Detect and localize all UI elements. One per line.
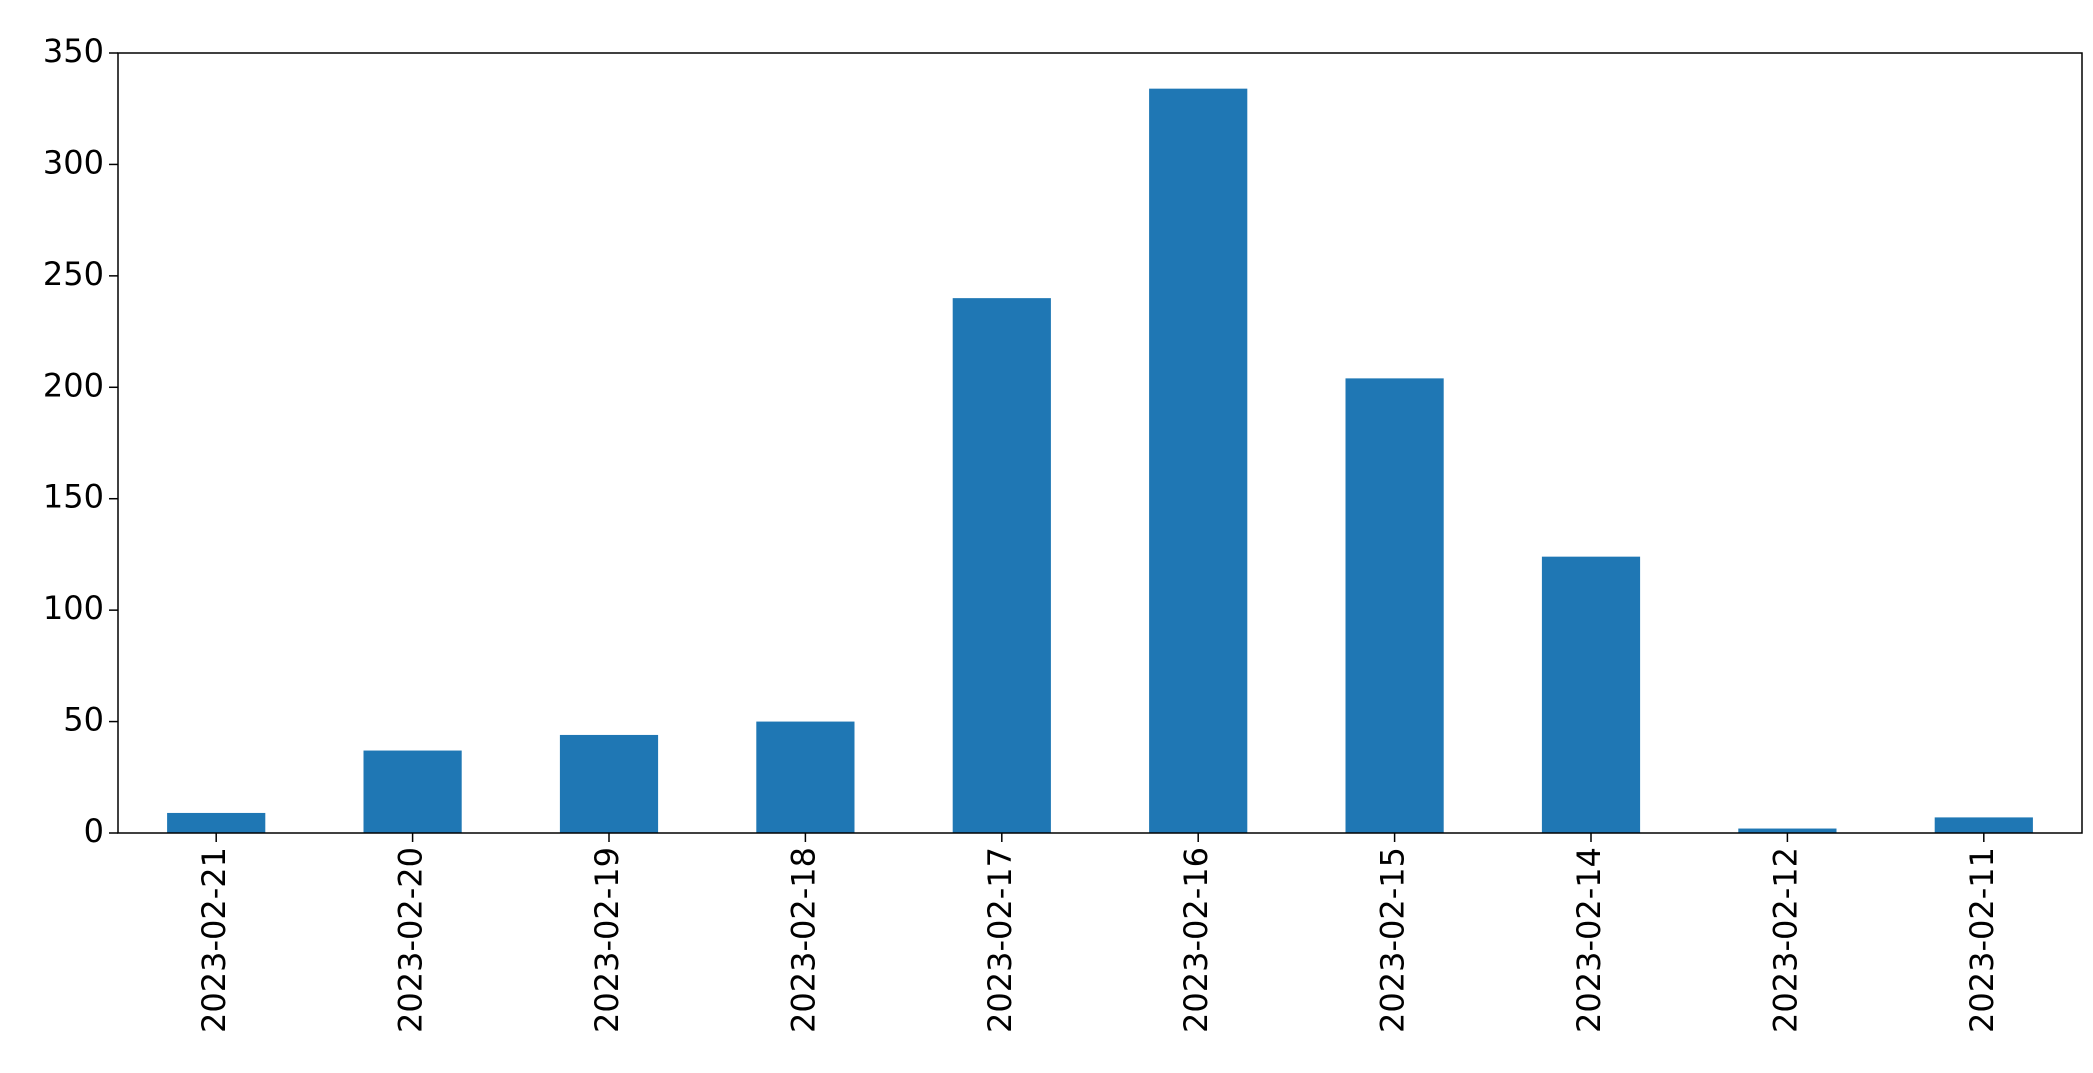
x-tick-label: 2023-02-19 — [588, 847, 626, 1033]
bar — [363, 750, 462, 833]
x-tick-label: 2023-02-11 — [1963, 847, 2001, 1033]
y-tick-label: 350 — [43, 32, 104, 70]
bar — [1149, 88, 1248, 833]
plot-frame — [117, 52, 2083, 834]
x-tick-label: 2023-02-12 — [1766, 847, 1804, 1033]
y-tick-label: 0 — [84, 812, 104, 850]
x-tick-label: 2023-02-18 — [784, 847, 822, 1033]
bar — [1345, 378, 1444, 833]
bar — [1541, 556, 1641, 833]
y-tick-label: 150 — [43, 478, 104, 516]
y-tick-label: 200 — [43, 366, 104, 404]
bar — [1738, 828, 1837, 833]
x-tick-label: 2023-02-20 — [392, 847, 430, 1033]
x-tick-label: 2023-02-17 — [981, 847, 1019, 1033]
bar — [756, 721, 855, 833]
x-tick-label: 2023-02-21 — [195, 847, 233, 1033]
bar — [559, 734, 659, 833]
y-tick-label: 100 — [43, 589, 104, 627]
y-tick-label: 300 — [43, 143, 104, 181]
bar — [952, 298, 1051, 834]
bar — [1934, 817, 2033, 833]
x-tick-label: 2023-02-15 — [1374, 847, 1412, 1033]
y-tick-label: 50 — [63, 701, 104, 739]
x-tick-label: 2023-02-16 — [1177, 847, 1215, 1033]
x-tick-label: 2023-02-14 — [1570, 847, 1608, 1033]
bar — [167, 812, 266, 833]
y-tick-label: 250 — [43, 255, 104, 293]
